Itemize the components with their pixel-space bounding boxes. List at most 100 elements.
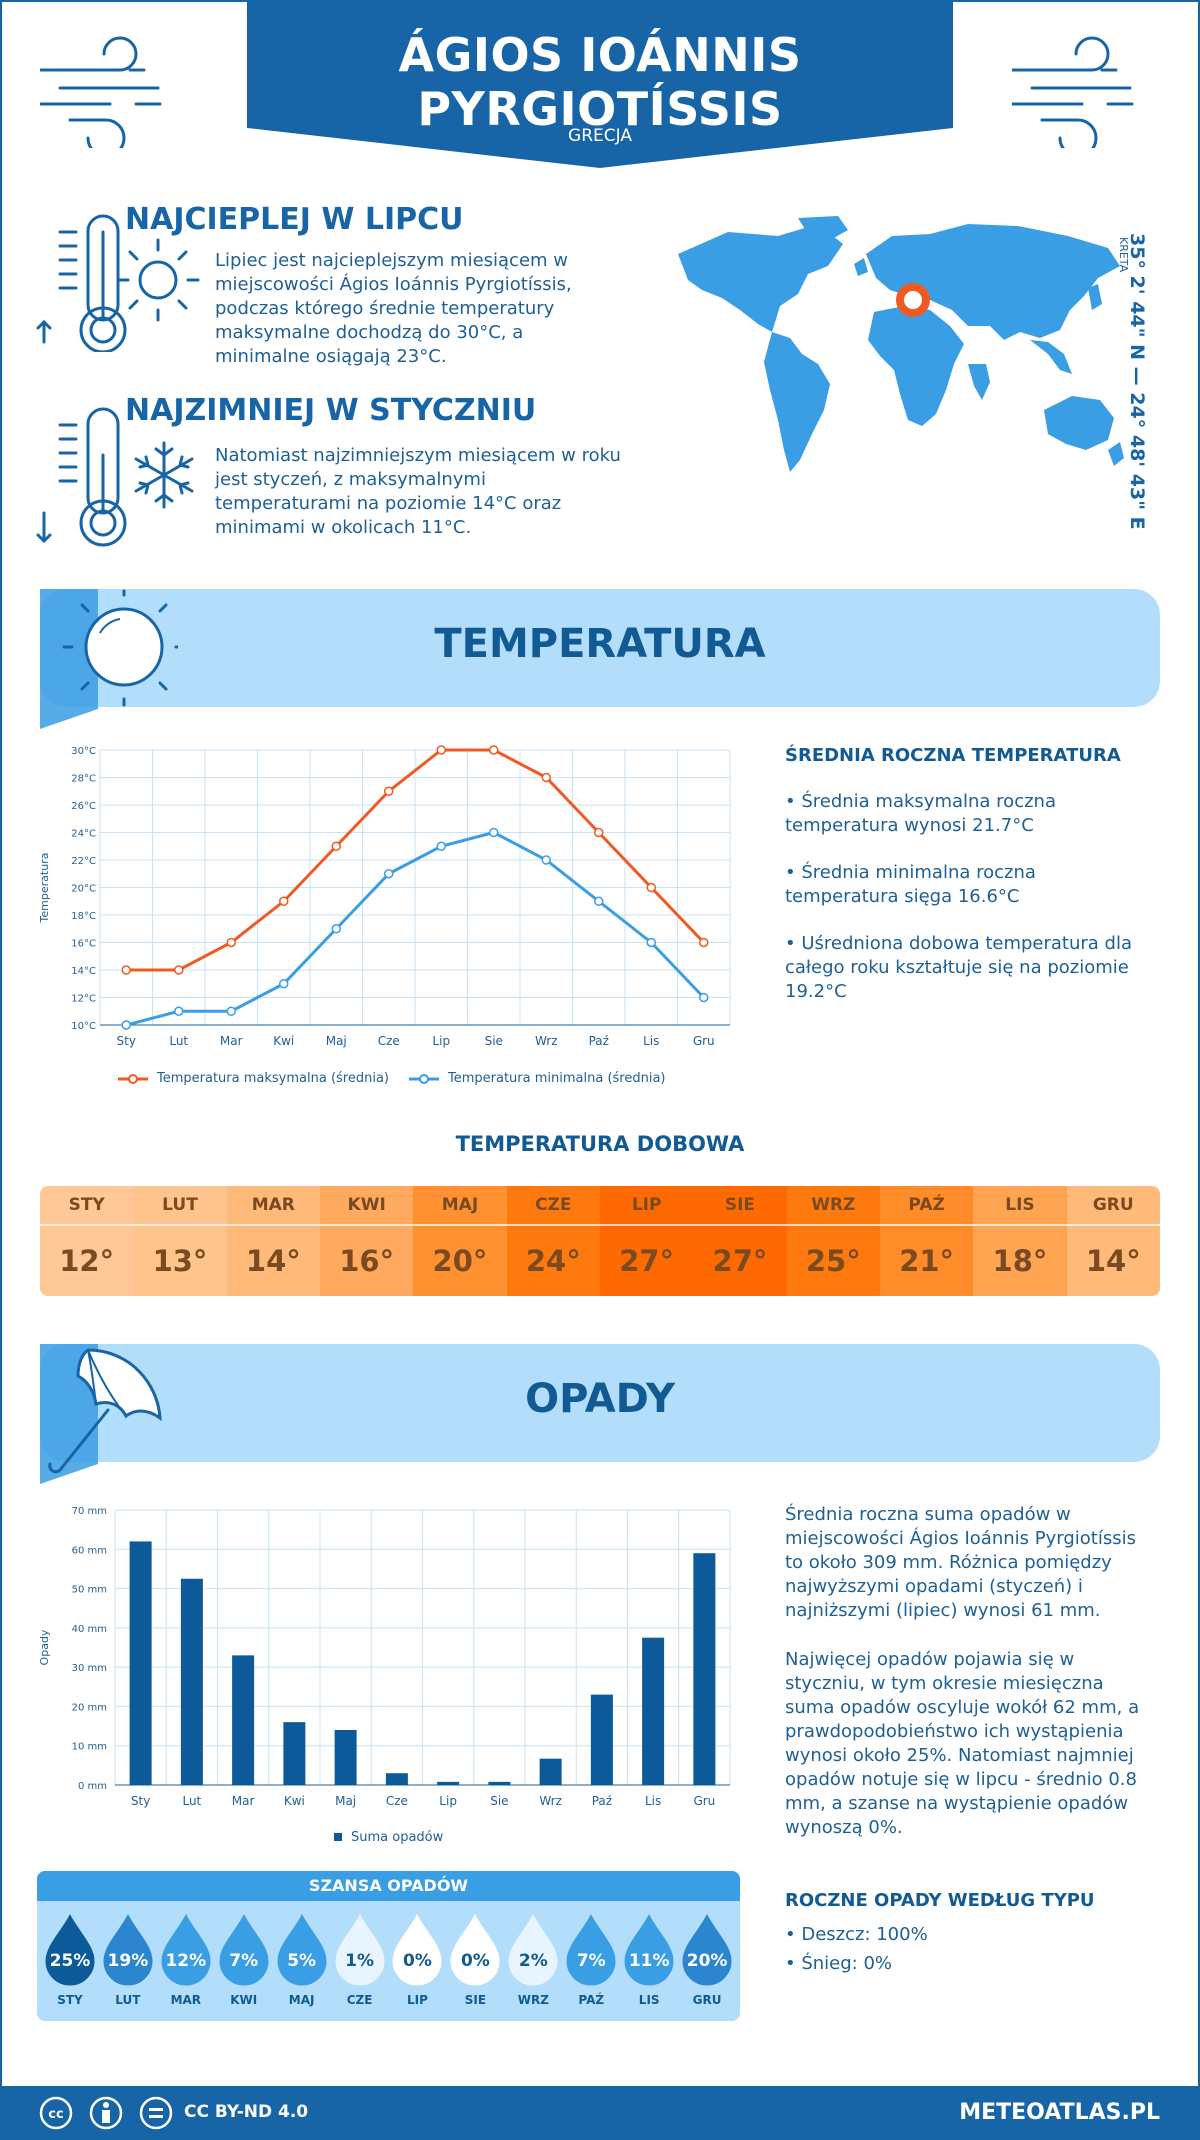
- bar: [642, 1637, 665, 1785]
- x-tick-label: Maj: [326, 1034, 347, 1048]
- bar: [385, 1773, 408, 1785]
- hot-thermometer-icon: [36, 214, 200, 352]
- precip-chance-item: 19% LUT: [99, 1911, 157, 2011]
- x-tick-label: Sty: [117, 1034, 136, 1048]
- raindrop-shape: [334, 1911, 386, 1987]
- daily-temp-month: GRU: [1066, 1186, 1160, 1226]
- license-icons: cc: [39, 2096, 173, 2130]
- y-tick-label: 10 mm: [72, 1742, 107, 1753]
- precip-chance-row: 25% STY 19% LUT 12% MAR 7% KWI 5% MAJ 1% CZE 0% LIP 0%…: [37, 1911, 740, 2011]
- raindrop-icon: [276, 1911, 328, 1987]
- precip-type-rain: • Deszcz: 100%: [785, 1924, 928, 1945]
- precip-chance-item: 0% SIE: [446, 1911, 504, 2011]
- y-tick-label: 40 mm: [72, 1624, 107, 1635]
- x-tick-label: Lip: [439, 1794, 457, 1808]
- daily-temp-value: 27°: [712, 1244, 768, 1278]
- bar: [437, 1781, 460, 1785]
- data-point: [331, 924, 341, 934]
- data-point: [384, 786, 394, 796]
- daily-temp-month: LIS: [973, 1186, 1067, 1226]
- raindrop-icon: [507, 1911, 559, 1987]
- precip-summary-text: Średnia roczna suma opadów w miejscowośc…: [785, 1504, 1136, 1621]
- daily-temp-title: TEMPERATURA DOBOWA: [455, 1132, 745, 1156]
- bar: [180, 1578, 203, 1785]
- data-point: [436, 745, 446, 755]
- region-label: KRETA: [1117, 237, 1130, 273]
- bar: [590, 1694, 613, 1785]
- raindrop-shape: [44, 1911, 96, 1987]
- y-tick-label: 26°C: [71, 801, 96, 812]
- daily-temp-value: 13°: [152, 1244, 208, 1278]
- precip-chance-item: 2% WRZ: [504, 1911, 562, 2011]
- daily-temp-value: 14°: [245, 1244, 301, 1278]
- precip-chance-panel: SZANSA OPADÓW 25% STY 19% LUT 12% MAR 7% KWI 5% M…: [37, 1871, 740, 2021]
- data-point: [174, 965, 184, 975]
- legend-min-label: Temperatura minimalna (średnia): [448, 1071, 666, 1086]
- precip-chance-month: PAŹ: [578, 1993, 605, 2007]
- raindrop-shape: [507, 1911, 559, 1987]
- y-tick-label: 24°C: [71, 829, 96, 840]
- precip-chance-month: MAJ: [288, 1993, 315, 2007]
- y-tick-label: 14°C: [71, 966, 96, 977]
- daily-temp-value: 18°: [992, 1244, 1048, 1278]
- precip-type-heading: ROCZNE OPADY WEDŁUG TYPU: [785, 1890, 1095, 1911]
- raindrop-icon: [334, 1911, 386, 1987]
- daily-temp-value: 21°: [899, 1244, 955, 1278]
- raindrop-icon: [391, 1911, 443, 1987]
- x-tick-label: Sie: [485, 1034, 503, 1048]
- raindrop-shape: [218, 1911, 270, 1987]
- y-tick-label: 60 mm: [72, 1545, 107, 1556]
- footer: cc CC BY-ND 4.0 METEOATLAS.PL: [0, 2086, 1200, 2140]
- daily-temp-month: LIP: [599, 1186, 694, 1226]
- x-tick-label: Lis: [643, 1034, 659, 1048]
- x-tick-label: Lip: [432, 1034, 450, 1048]
- x-tick-label: Lut: [169, 1034, 188, 1048]
- data-point: [121, 1020, 131, 1030]
- x-tick-label: Paź: [589, 1034, 609, 1048]
- data-point: [279, 979, 289, 989]
- data-point: [226, 937, 236, 948]
- bar: [693, 1553, 716, 1785]
- data-point: [226, 1006, 236, 1016]
- precip-chance-value: 11%: [628, 1951, 670, 1971]
- precip-chance-month: CZE: [346, 1993, 373, 2007]
- raindrop-shape: [276, 1911, 328, 1987]
- precipitation-chart: 0 mm 10 mm 20 mm 30 mm 40 mm 50 mm 60 mm 70 mm S…: [38, 1506, 731, 1808]
- y-tick-label: 28°C: [71, 774, 96, 785]
- precip-chance-item: 20% GRU: [678, 1911, 736, 2011]
- precip-chance-item: 12% MAR: [157, 1911, 215, 2011]
- precip-chance-value: 12%: [165, 1951, 207, 1971]
- legend-precip-marker: [334, 1833, 342, 1841]
- x-tick-label: Gru: [693, 1034, 715, 1048]
- daily-temp-month: KWI: [319, 1186, 414, 1226]
- site-link[interactable]: METEOATLAS.PL: [959, 2100, 1160, 2125]
- precip-chance-item: 7% PAŹ: [562, 1911, 620, 2011]
- data-point: [594, 896, 604, 906]
- raindrop-icon: [44, 1911, 96, 1987]
- precip-chance-month: KWI: [230, 1993, 258, 2007]
- precip-chance-item: 11% LIS: [620, 1911, 678, 2011]
- daily-temp-value: 25°: [805, 1244, 861, 1278]
- y-tick-label: 20 mm: [72, 1702, 107, 1713]
- precip-chance-value: 7%: [576, 1951, 606, 1971]
- daily-temp-cell: LUT 13°: [133, 1186, 227, 1296]
- y-tick-label: 70 mm: [72, 1506, 107, 1517]
- data-point: [541, 772, 551, 783]
- annual-temp-item: • Średnia minimalna roczna temperatura s…: [785, 862, 1036, 907]
- daily-temp-cell: CZE 24°: [506, 1186, 600, 1296]
- precip-chance-value: 20%: [686, 1951, 728, 1971]
- data-point: [646, 882, 656, 893]
- y-tick-label: 50 mm: [72, 1585, 107, 1596]
- y-tick-label: 30 mm: [72, 1663, 107, 1674]
- temperature-banner: TEMPERATURA: [40, 589, 1160, 707]
- raindrop-shape: [102, 1911, 154, 1987]
- precip-chance-value: 5%: [287, 1951, 317, 1971]
- daily-temp-cell: MAJ 20°: [413, 1186, 507, 1296]
- y-tick-label: 22°C: [71, 856, 96, 867]
- raindrop-shape: [449, 1911, 501, 1987]
- y-tick-label: 12°C: [71, 994, 96, 1005]
- data-point: [489, 827, 499, 838]
- precip-chance-value: 0%: [460, 1951, 490, 1971]
- precip-chance-value: 19%: [107, 1951, 149, 1971]
- wind-icon-right: [1012, 36, 1134, 148]
